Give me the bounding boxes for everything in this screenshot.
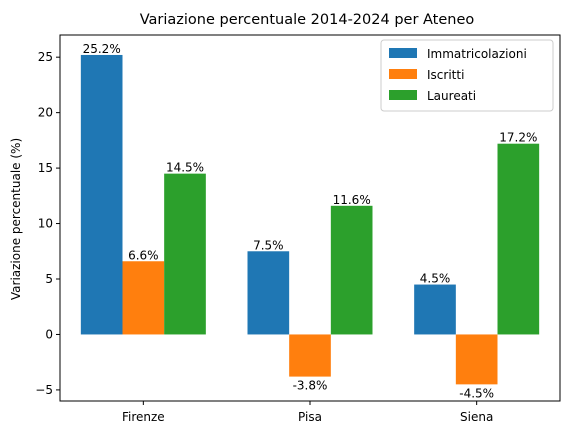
bar-iscritti-firenze	[122, 261, 165, 335]
legend-box	[380, 39, 554, 112]
y-tick-label: −5	[35, 383, 53, 397]
data-label: 11.6%	[333, 193, 371, 207]
legend-label: Immatricolazioni	[427, 47, 527, 61]
data-label: -4.5%	[459, 386, 494, 400]
bar-iscritti-pisa	[289, 334, 331, 377]
data-label: 4.5%	[420, 272, 451, 286]
bar-laureati-siena	[497, 143, 540, 335]
y-tick-label: 15	[38, 161, 53, 175]
data-label: 17.2%	[499, 131, 537, 145]
bar-immatricolazioni-siena	[414, 284, 456, 335]
plot-area: 25.2% 6.6% 14.5% 7.5% -3.8% 11.6% 4.5% -4.5% 17.…	[35, 34, 561, 424]
data-label: 6.6%	[128, 248, 159, 262]
bar-laureati-firenze	[164, 173, 206, 335]
x-tick-label: Siena	[460, 410, 493, 424]
y-tick-label: 10	[38, 217, 53, 231]
data-label: 7.5%	[253, 238, 284, 252]
data-label: 25.2%	[83, 42, 121, 56]
legend-swatch	[389, 48, 417, 58]
y-tick-label: 25	[38, 50, 53, 64]
x-tick-label: Firenze	[122, 410, 165, 424]
y-tick-label: 20	[38, 106, 53, 120]
legend-swatch	[389, 69, 417, 79]
x-tick-label: Pisa	[298, 410, 322, 424]
y-tick-label: 0	[45, 327, 53, 341]
legend: Immatricolazioni Iscritti Laureati	[380, 39, 554, 112]
data-label: -3.8%	[293, 379, 328, 393]
chart-title: Variazione percentuale 2014-2024 per Ate…	[140, 12, 475, 28]
y-axis-label: Variazione percentuale (%)	[9, 138, 23, 300]
data-label: 14.5%	[166, 161, 204, 175]
bar-iscritti-siena	[455, 334, 498, 385]
bar-immatricolazioni-pisa	[247, 251, 290, 335]
bar-immatricolazioni-firenze	[80, 54, 123, 335]
legend-label: Iscritti	[427, 68, 464, 82]
legend-swatch	[389, 90, 417, 100]
y-tick-label: 5	[45, 272, 53, 286]
legend-label: Laureati	[427, 89, 476, 103]
bar-laureati-pisa	[330, 205, 373, 335]
